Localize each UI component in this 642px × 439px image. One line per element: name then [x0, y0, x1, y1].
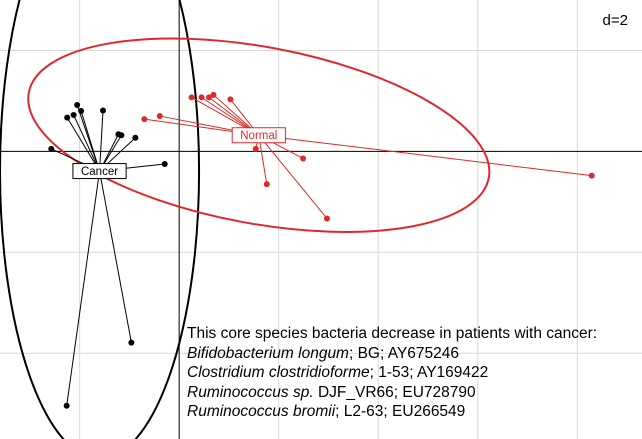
group-labels: Cancer Normal — [72, 127, 286, 180]
normal-point — [210, 91, 217, 98]
normal-label: Normal — [240, 130, 277, 142]
data-points — [48, 91, 595, 409]
cancer-point — [78, 108, 85, 115]
cancer-point — [128, 339, 135, 346]
normal-point — [588, 172, 595, 179]
cancer-ellipse — [0, 0, 201, 439]
species-line: Bifidobacterium longum; BG; AY675246 — [187, 344, 597, 364]
cancer-label: Cancer — [81, 166, 118, 178]
species-line: Clostridium clostridioforme; 1-53; AY169… — [187, 363, 597, 383]
species-name: Bifidobacterium longum — [187, 344, 349, 362]
cancer-point — [100, 107, 107, 114]
cancer-spoke — [80, 110, 101, 172]
cancer-point — [115, 131, 122, 138]
species-detail: ; L2-63; EU266549 — [335, 403, 466, 420]
species-detail: ; 1-53; AY169422 — [369, 364, 489, 381]
cancer-spoke — [99, 110, 104, 172]
species-detail: ; BG; AY675246 — [348, 344, 459, 362]
species-detail: DJF_VR66; EU728790 — [313, 383, 476, 401]
normal-point — [188, 94, 195, 101]
normal-ellipse — [27, 37, 491, 233]
group-ellipses — [0, 0, 491, 439]
cancer-point — [74, 101, 81, 108]
normal-point — [263, 181, 270, 188]
cancer-point — [132, 134, 139, 141]
normal-point — [156, 113, 163, 120]
cancer-point — [70, 112, 77, 119]
normal-point — [300, 155, 307, 162]
species-name: Clostridium clostridioforme — [187, 364, 370, 381]
normal-point — [323, 215, 330, 222]
normal-point — [227, 96, 234, 103]
species-name: Ruminococcus sp. — [187, 383, 314, 401]
annotation-heading: This core species bacteria decrease in p… — [187, 325, 598, 342]
cancer-point — [48, 145, 55, 152]
species-line: Ruminococcus bromii; L2-63; EU266549 — [187, 402, 597, 422]
normal-label-box — [231, 127, 286, 144]
cancer-spoke — [66, 170, 101, 406]
normal-point — [206, 94, 213, 101]
normal-spoke — [258, 134, 328, 219]
normal-point — [141, 116, 148, 123]
species-name: Ruminococcus bromii — [187, 403, 336, 420]
cancer-point — [63, 402, 70, 409]
normal-point — [252, 145, 259, 152]
annotation-text: This core species bacteria decrease in p… — [187, 324, 597, 422]
grid-scale-label: d=2 — [602, 12, 628, 29]
cancer-spoke — [73, 114, 100, 172]
normal-spoke — [258, 135, 268, 185]
cancer-point — [161, 160, 168, 167]
normal-spoke — [258, 134, 592, 177]
cancer-spoke — [99, 170, 132, 343]
species-line: Ruminococcus sp. DJF_VR66; EU728790 — [187, 383, 597, 403]
cancer-point — [64, 114, 71, 121]
normal-point — [198, 94, 205, 101]
cancer-spoke — [66, 117, 100, 172]
cancer-label-box — [72, 163, 127, 180]
